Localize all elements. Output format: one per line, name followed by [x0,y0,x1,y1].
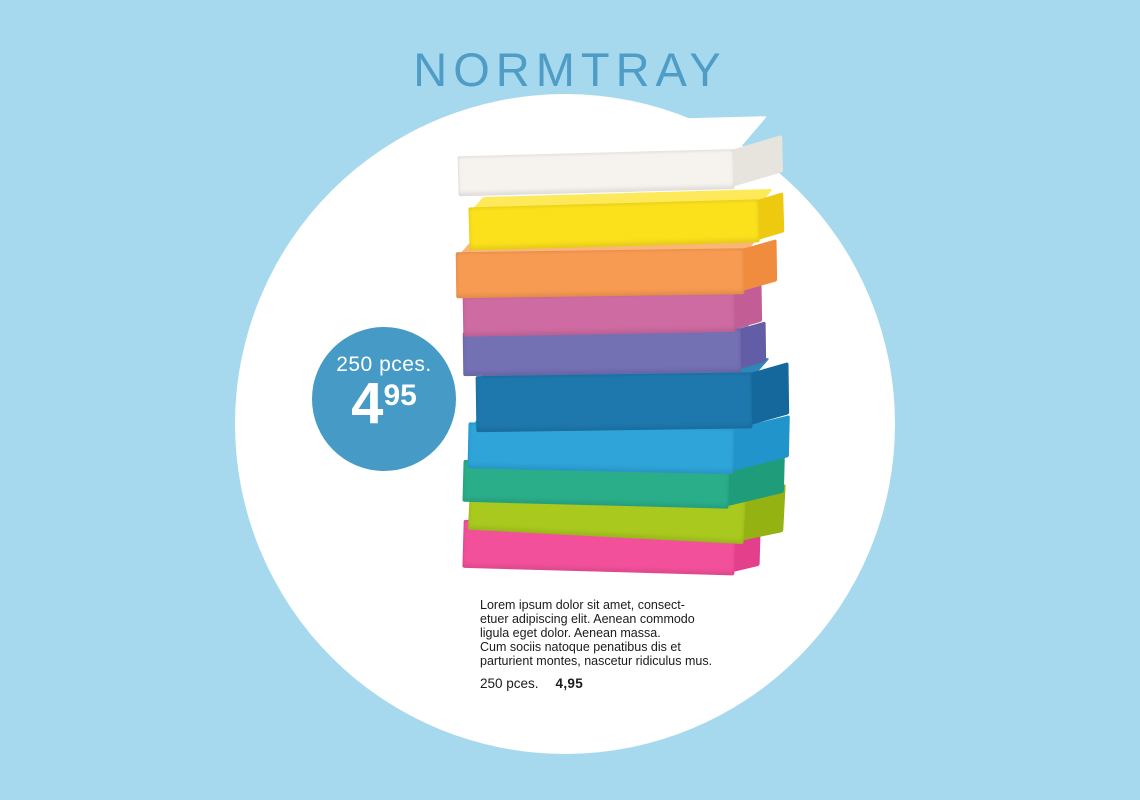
description-line: Lorem ipsum dolor sit amet, consect- [480,598,685,612]
description-line: parturient montes, nascetur ridiculus mu… [480,654,713,668]
page-title: NORMTRAY [413,43,727,96]
description-line: Cum sociis natoque penatibus dis et [480,640,681,654]
price-line: 250 pces. 4,95 [480,677,712,691]
price-badge: 250 pces. 495 [312,327,456,471]
badge-quantity: 250 pces. [336,353,432,376]
badge-price-main: 4 [351,371,384,436]
description-line: ligula eget dolor. Aenean massa. [480,626,661,640]
product-description: Lorem ipsum dolor sit amet, consect- etu… [480,598,712,691]
price-line-amount: 4,95 [555,676,584,691]
badge-price-superscript: 95 [383,379,417,412]
price-line-quantity: 250 pces. [480,676,539,691]
description-line: etuer adipiscing elit. Aenean commodo [480,612,695,626]
badge-price: 495 [312,375,456,433]
